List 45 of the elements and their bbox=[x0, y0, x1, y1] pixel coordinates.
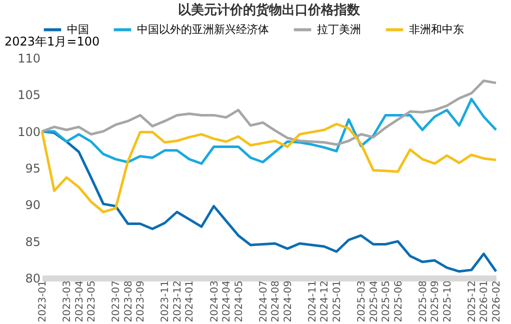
x-tick-label: 2025-04 bbox=[368, 280, 380, 322]
x-tick-label: 2024-09 bbox=[282, 280, 294, 322]
y-tick-label: 95 bbox=[25, 162, 40, 176]
y-tick-label: 105 bbox=[18, 88, 40, 102]
x-tick-label: 2024-05 bbox=[234, 280, 245, 322]
legend-label: 拉丁美洲 bbox=[317, 22, 361, 36]
x-tick-label: 2025-08 bbox=[418, 280, 429, 322]
legend-label: 中国以外的亚洲新兴经济体 bbox=[137, 22, 269, 36]
x-tick-label: 2025-10 bbox=[442, 280, 454, 322]
x-tick-label: 2025-05 bbox=[381, 280, 392, 322]
x-tick-label: 2025-09 bbox=[430, 280, 442, 322]
y-axis-title: 2023年1月=100 bbox=[4, 34, 100, 48]
x-tick-label: 2024-11 bbox=[307, 280, 318, 322]
x-tick-label: 2023-01 bbox=[38, 280, 48, 322]
legend-label: 非洲和中东 bbox=[409, 22, 464, 36]
x-tick-label: 2025-01 bbox=[332, 280, 343, 322]
x-tick-label: 2026-01 bbox=[479, 280, 490, 322]
x-tick-label: 2023-08 bbox=[123, 280, 134, 322]
x-tick-label: 2023-05 bbox=[86, 280, 98, 322]
y-tick-label: 90 bbox=[25, 198, 40, 212]
line-series bbox=[40, 130, 498, 273]
x-tick-label: 2023-11 bbox=[160, 280, 172, 322]
x-tick-label: 2023-12 bbox=[172, 280, 184, 322]
x-tick-label: 2024-08 bbox=[270, 280, 282, 322]
line-series bbox=[40, 122, 498, 214]
y-tick-label: 100 bbox=[18, 124, 40, 139]
x-tick-label: 2026-02 bbox=[492, 280, 502, 322]
x-tick-label: 2023-04 bbox=[74, 280, 86, 322]
x-tick-label: 2024-12 bbox=[320, 280, 331, 322]
x-tick-label: 2024-03 bbox=[209, 280, 220, 322]
x-tick-label: 2025-03 bbox=[356, 280, 368, 322]
x-tick-label: 2023-09 bbox=[136, 280, 147, 322]
line-series bbox=[40, 98, 498, 165]
x-tick-label: 2024-01 bbox=[184, 280, 196, 322]
y-tick-label: 110 bbox=[18, 52, 40, 66]
x-tick-label: 2023-07 bbox=[111, 280, 122, 322]
x-tick-label: 2025-12 bbox=[466, 280, 478, 322]
line-series bbox=[40, 79, 498, 146]
x-tick-label: 2024-07 bbox=[258, 280, 270, 322]
legend-label: 中国 bbox=[67, 22, 89, 36]
x-tick-label: 2024-04 bbox=[222, 280, 233, 322]
chart-title: 以美元计价的货物出口价格指数 bbox=[178, 2, 361, 18]
x-tick-label: 2025-06 bbox=[393, 280, 404, 322]
x-tick-label: 2023-03 bbox=[62, 280, 74, 322]
y-tick-label: 85 bbox=[25, 234, 40, 249]
